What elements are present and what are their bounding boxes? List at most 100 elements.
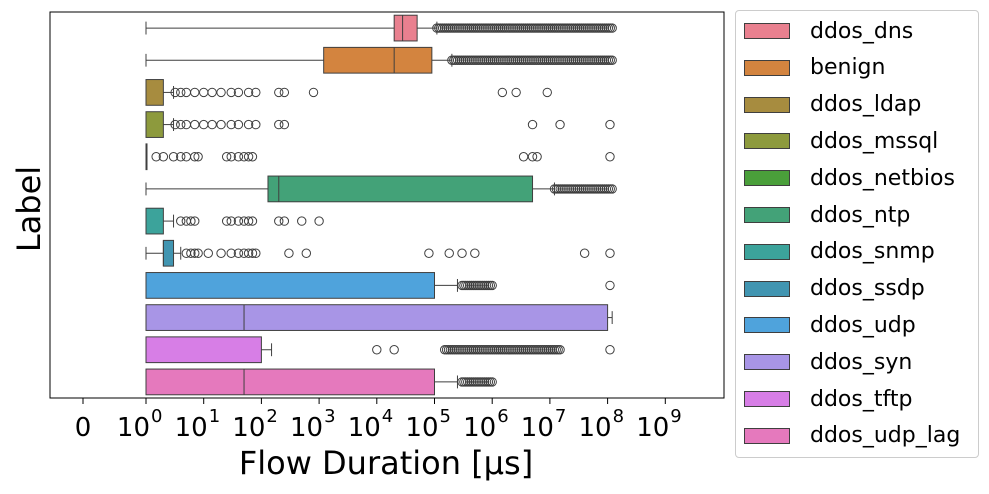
legend-swatch bbox=[744, 280, 790, 297]
box-ddos_snmp bbox=[145, 207, 324, 235]
outlier-point bbox=[243, 216, 254, 226]
outlier-point bbox=[607, 23, 617, 33]
legend-swatch bbox=[744, 391, 790, 407]
box-iqr bbox=[145, 79, 164, 106]
outlier-point bbox=[216, 248, 226, 258]
x-tick-label: 10 bbox=[579, 413, 612, 443]
outlier-point bbox=[247, 152, 258, 162]
outlier-point bbox=[199, 119, 209, 130]
outlier-point bbox=[233, 87, 244, 98]
outlier-point bbox=[389, 345, 399, 355]
legend-item-ddos_snmp: ddos_snmp bbox=[744, 238, 935, 266]
outlier-point bbox=[297, 216, 307, 226]
box-iqr bbox=[145, 207, 164, 235]
outlier-point bbox=[190, 119, 200, 130]
legend-item-benign: benign bbox=[744, 54, 885, 82]
box-ddos_udp bbox=[145, 272, 615, 299]
legend-swatch bbox=[744, 207, 790, 223]
outlier-point bbox=[457, 248, 467, 258]
x-tick-label: 10 bbox=[175, 413, 208, 443]
legend: ddos_dns benign ddos_ldap ddos_mssql ddos_ne… bbox=[735, 10, 979, 458]
box-iqr bbox=[145, 336, 262, 364]
outlier-point bbox=[226, 87, 236, 98]
outlier-point bbox=[251, 119, 261, 130]
box-iqr bbox=[145, 111, 164, 138]
box-ddos_ssdp bbox=[145, 239, 615, 267]
legend-label: ddos_tftp bbox=[810, 386, 913, 412]
legend-swatch bbox=[744, 133, 790, 150]
outlier-point bbox=[274, 87, 284, 98]
outlier-point bbox=[190, 152, 200, 162]
x-tick-label: 10 bbox=[117, 413, 150, 443]
box-ddos_mssql bbox=[145, 111, 615, 138]
legend-label: ddos_dns bbox=[810, 18, 914, 44]
y-axis-label: Label bbox=[10, 166, 48, 252]
outlier-point bbox=[555, 119, 565, 130]
outlier-point bbox=[181, 119, 192, 130]
legend-item-ddos_mssql: ddos_mssql bbox=[744, 127, 938, 155]
outlier-point bbox=[274, 216, 284, 226]
box-ddos_ntp bbox=[145, 175, 617, 203]
legend-label: ddos_ssdp bbox=[810, 276, 925, 302]
x-tick-exponent: 4 bbox=[382, 406, 393, 427]
outlier-point bbox=[170, 87, 180, 98]
outlier-point bbox=[487, 377, 497, 387]
box-ddos_tftp bbox=[145, 336, 615, 364]
outlier-point bbox=[243, 152, 254, 162]
legend-item-ddos_tftp: ddos_tftp bbox=[744, 385, 912, 413]
outlier-point bbox=[511, 87, 521, 98]
box-ddos_syn bbox=[145, 304, 613, 331]
legend-swatch bbox=[744, 354, 790, 371]
x-tick-label: 10 bbox=[232, 413, 265, 443]
box-iqr bbox=[323, 46, 433, 74]
outlier-point bbox=[221, 216, 232, 226]
outlier-point bbox=[607, 55, 617, 65]
legend-label: ddos_ldap bbox=[810, 92, 922, 118]
outlier-point bbox=[193, 248, 203, 258]
outlier-point bbox=[176, 119, 186, 130]
x-tick-exponent: 2 bbox=[266, 406, 277, 427]
outlier-point bbox=[221, 152, 232, 162]
legend-swatch bbox=[744, 170, 790, 187]
outlier-point bbox=[444, 248, 454, 258]
outlier-point bbox=[372, 345, 382, 355]
legend-item-ddos_ntp: ddos_ntp bbox=[744, 201, 910, 229]
x-tick-exponent: 7 bbox=[555, 406, 566, 427]
box-ddos_udp_lag bbox=[145, 368, 497, 396]
outlier-point bbox=[243, 87, 254, 98]
x-tick-label: 10 bbox=[636, 413, 669, 443]
outlier-point bbox=[186, 216, 196, 226]
outlier-point bbox=[207, 119, 217, 130]
legend-label: ddos_mssql bbox=[810, 128, 939, 154]
outlier-point bbox=[605, 345, 615, 355]
outlier-point bbox=[233, 216, 244, 226]
outlier-point bbox=[279, 119, 290, 130]
plot-frame bbox=[49, 11, 725, 399]
x-axis-label: Flow Duration [µs] bbox=[239, 444, 533, 482]
box-iqr bbox=[145, 272, 435, 299]
x-tick-label: 10 bbox=[405, 413, 438, 443]
legend-label: ddos_syn bbox=[810, 349, 913, 375]
box-iqr bbox=[267, 175, 534, 203]
outlier-point bbox=[216, 87, 226, 98]
x-tick-exponent: 5 bbox=[440, 406, 451, 427]
outlier-point bbox=[470, 248, 480, 258]
x-tick-exponent: 6 bbox=[497, 406, 508, 427]
x-tick-label: 10 bbox=[463, 413, 496, 443]
legend-swatch bbox=[744, 59, 790, 76]
x-tick-label: 10 bbox=[521, 413, 554, 443]
outlier-point bbox=[243, 119, 254, 130]
outlier-point bbox=[190, 87, 200, 98]
outlier-point bbox=[199, 87, 209, 98]
outlier-point bbox=[193, 152, 203, 162]
box-iqr bbox=[393, 14, 418, 42]
outlier-point bbox=[233, 152, 244, 162]
outlier-point bbox=[487, 280, 497, 291]
outlier-point bbox=[181, 87, 192, 98]
outlier-point bbox=[190, 216, 200, 226]
legend-swatch bbox=[744, 96, 790, 113]
outlier-point bbox=[308, 87, 319, 98]
x-tick-exponent: 9 bbox=[670, 406, 681, 427]
outlier-point bbox=[190, 248, 200, 258]
box-iqr bbox=[145, 368, 435, 396]
